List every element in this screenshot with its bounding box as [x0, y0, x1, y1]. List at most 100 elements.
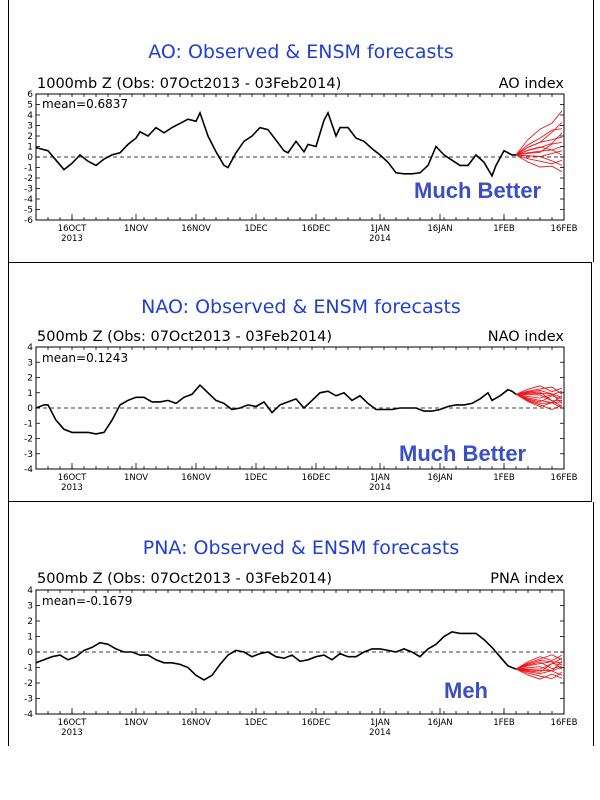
forecast-member-line	[515, 393, 563, 404]
x-tick-label: 1DEC	[244, 718, 267, 728]
y-tick-label: 6	[27, 90, 33, 100]
y-tick-label: 1	[27, 143, 33, 153]
x-tick-label: 1JAN	[370, 224, 390, 234]
x-tick-label: 16FEB	[551, 473, 578, 483]
y-tick-label: -6	[24, 216, 33, 226]
x-tick-label: 16DEC	[302, 224, 331, 234]
x-tick-label: 16JAN	[427, 718, 452, 728]
x-tick-label: 1FEB	[493, 473, 515, 483]
x-tick-year: 2013	[61, 483, 83, 493]
forecast-member-line	[515, 668, 563, 680]
x-tick-year: 2013	[61, 234, 83, 244]
observed-index-line	[35, 631, 517, 681]
y-tick-label: -1	[24, 419, 33, 429]
forecast-member-line	[515, 385, 563, 395]
y-tick-label: -2	[24, 435, 33, 445]
forecast-member-line	[515, 393, 563, 409]
forecast-member-line	[515, 654, 563, 670]
y-tick-label: 1	[27, 389, 33, 399]
x-tick-label: 1JAN	[370, 718, 390, 728]
nao-panel: NAO: Observed & ENSM forecasts 500mb Z (O…	[8, 262, 592, 502]
y-tick-label: 2	[27, 617, 33, 627]
x-tick-label: 1NOV	[124, 718, 148, 728]
forecast-member-line	[515, 660, 563, 670]
annotation-label: Much Better	[399, 441, 527, 466]
y-tick-label: -3	[24, 695, 33, 705]
forecast-member-line	[515, 391, 563, 402]
x-tick-year: 2014	[369, 483, 391, 493]
y-tick-label: 4	[27, 586, 33, 596]
x-tick-label: 1FEB	[493, 224, 515, 234]
annotation-label: Much Better	[414, 178, 542, 203]
x-tick-label: 16JAN	[427, 224, 452, 234]
x-tick-year: 2014	[369, 234, 391, 244]
forecast-member-line	[515, 149, 563, 156]
y-tick-label: -5	[24, 206, 33, 216]
y-tick-label: 0	[27, 648, 33, 658]
y-tick-label: 1	[27, 633, 33, 643]
y-tick-label: 0	[27, 404, 33, 414]
y-tick-label: -4	[24, 465, 33, 475]
x-tick-label: 16JAN	[427, 473, 452, 483]
y-tick-label: 4	[27, 343, 33, 353]
y-tick-label: -2	[24, 679, 33, 689]
forecast-member-line	[515, 146, 563, 156]
forecast-member-line	[515, 393, 563, 407]
x-tick-year: 2013	[61, 728, 83, 738]
ao-panel: AO: Observed & ENSM forecasts 1000mb Z (O…	[8, 0, 594, 262]
forecast-member-line	[515, 654, 563, 670]
x-tick-label: 16DEC	[302, 718, 331, 728]
observed-index-line	[35, 110, 516, 178]
chart-title: NAO: Observed & ENSM forecasts	[141, 296, 461, 318]
ao-chart: AO: Observed & ENSM forecasts 1000mb Z (O…	[24, 41, 578, 244]
chart-title: PNA: Observed & ENSM forecasts	[143, 537, 460, 559]
y-tick-label: 2	[27, 132, 33, 142]
y-tick-label: 5	[27, 101, 33, 111]
y-tick-label: -3	[24, 450, 33, 460]
forecast-member-line	[515, 666, 563, 676]
mean-label: mean=0.6837	[42, 97, 128, 111]
x-tick-label: 1DEC	[244, 473, 267, 483]
y-tick-label: -4	[24, 710, 33, 720]
x-tick-label: 16OCT	[58, 473, 87, 483]
y-tick-label: -1	[24, 664, 33, 674]
y-tick-label: 0	[27, 153, 33, 163]
chart-index-label: PNA index	[490, 571, 564, 587]
mean-label: mean=-0.1679	[42, 594, 132, 608]
pna-panel: PNA: Observed & ENSM forecasts 500mb Z (O…	[8, 502, 594, 746]
pna-chart: PNA: Observed & ENSM forecasts 500mb Z (O…	[24, 537, 578, 738]
forecast-member-line	[515, 661, 563, 670]
forecast-member-line	[515, 136, 563, 156]
x-tick-label: 16OCT	[58, 718, 87, 728]
x-tick-label: 1JAN	[370, 473, 390, 483]
x-tick-label: 1FEB	[493, 718, 515, 728]
chart-index-label: AO index	[499, 76, 565, 92]
forecast-member-line	[515, 668, 563, 680]
chart-title: AO: Observed & ENSM forecasts	[148, 41, 453, 63]
chart-subtitle: 500mb Z (Obs: 07Oct2013 - 03Feb2014)	[37, 329, 332, 345]
annotation-label: Meh	[444, 678, 488, 703]
x-tick-label: 16OCT	[58, 224, 87, 234]
y-tick-label: -2	[24, 174, 33, 184]
y-tick-label: 3	[27, 602, 33, 612]
forecast-member-line	[515, 154, 563, 173]
forecast-member-line	[515, 128, 563, 156]
y-tick-label: 4	[27, 111, 33, 121]
x-tick-label: 1DEC	[244, 224, 267, 234]
x-tick-label: 1NOV	[124, 473, 148, 483]
x-tick-label: 16FEB	[551, 718, 578, 728]
y-tick-label: 3	[27, 358, 33, 368]
forecast-member-line	[515, 390, 563, 399]
y-tick-label: 2	[27, 374, 33, 384]
nao-chart: NAO: Observed & ENSM forecasts 500mb Z (O…	[24, 296, 578, 493]
x-tick-label: 16DEC	[302, 473, 331, 483]
chart-subtitle: 1000mb Z (Obs: 07Oct2013 - 03Feb2014)	[37, 76, 341, 92]
x-tick-year: 2014	[369, 728, 391, 738]
chart-index-label: NAO index	[488, 329, 565, 345]
forecast-member-line	[515, 661, 563, 670]
x-tick-label: 16NOV	[181, 224, 211, 234]
y-tick-label: -4	[24, 195, 33, 205]
forecast-member-line	[515, 110, 563, 156]
mean-label: mean=0.1243	[42, 351, 128, 365]
forecast-member-line	[515, 386, 563, 395]
